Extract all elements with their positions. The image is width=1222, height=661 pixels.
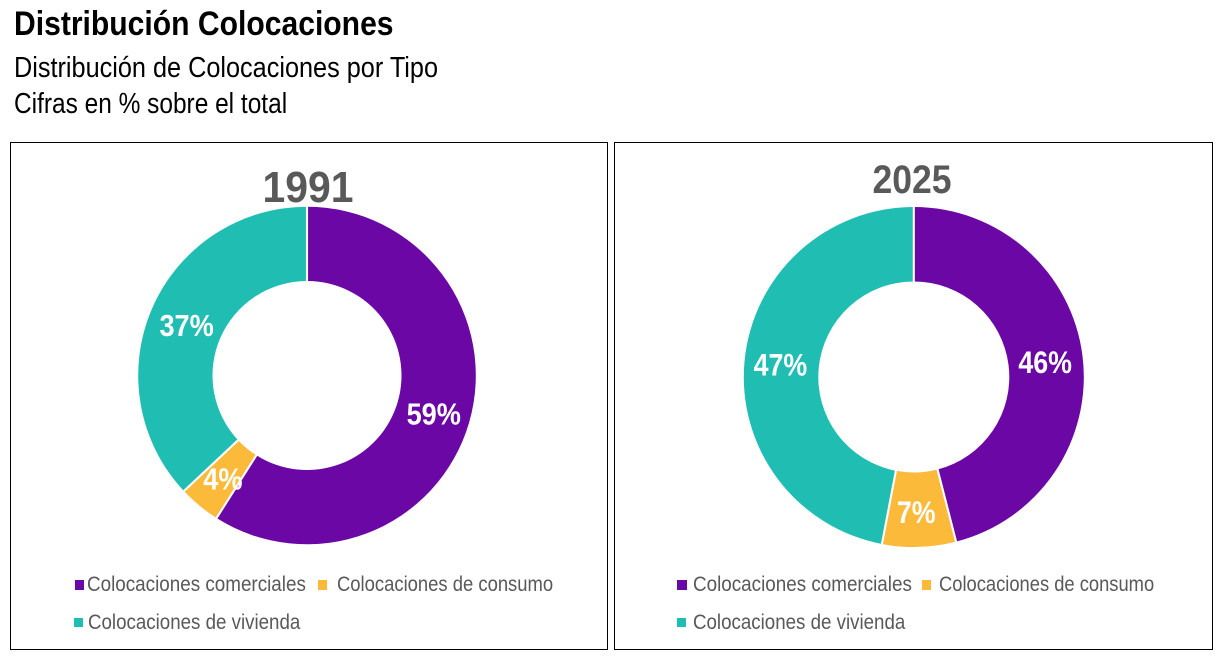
svg-text:4%: 4% — [203, 463, 242, 497]
svg-text:47%: 47% — [754, 349, 808, 383]
svg-text:46%: 46% — [1018, 346, 1072, 380]
svg-text:37%: 37% — [159, 309, 213, 343]
svg-text:59%: 59% — [407, 398, 461, 432]
svg-text:7%: 7% — [897, 496, 936, 530]
